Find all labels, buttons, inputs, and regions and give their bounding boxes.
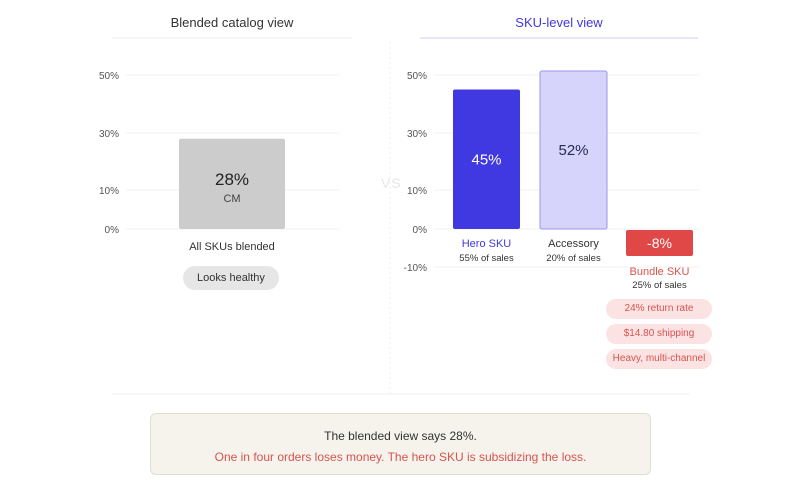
category-label: Bundle SKU [630,266,690,278]
left-panel-title: Blended catalog view [170,15,294,30]
y-tick-label: 0% [105,225,120,236]
y-tick-label: 10% [407,186,427,197]
y-tick-label: 0% [413,225,428,236]
category-label: Hero SKU [462,238,512,250]
bar-bundle-sku [626,230,693,256]
return-rate-badge: 24% return rate [606,299,712,319]
bar-hero-sku [453,89,520,229]
shipping-badge: $14.80 shipping [606,324,712,344]
y-tick-label: 50% [407,71,427,82]
bar-value-label: 28% [215,170,249,189]
sales-share-label: 20% of sales [546,253,601,264]
category-label: Accessory [548,238,599,250]
takeaway-note: The blended view says 28%. One in four o… [150,413,651,475]
bar-accessory [539,70,608,230]
vs-label: VS [381,175,402,191]
note-line-2: One in four orders loses money. The hero… [214,450,587,464]
bar-all-skus [179,138,285,229]
right-chart: 50% 30% 10% 0% -10% 45% Hero SKU 55% of sales 52… [404,70,700,291]
bar-value-label: -8% [647,235,672,251]
y-tick-label: 50% [99,71,119,82]
heavy-multichannel-badge: Heavy, multi-channel [606,349,712,369]
y-tick-label: 30% [99,129,119,140]
sales-share-label: 25% of sales [632,280,687,291]
looks-healthy-badge: Looks healthy [183,266,279,290]
right-panel-title: SKU-level view [515,15,603,30]
y-tick-label: 10% [99,186,119,197]
y-tick-label: 30% [407,129,427,140]
bar-value-label: 52% [558,142,588,159]
left-chart: 50% 30% 10% 0% 28% CM All SKUs blended [99,71,340,253]
y-tick-label: -10% [404,263,427,274]
bar-sublabel: CM [223,193,240,205]
sales-share-label: 55% of sales [459,253,514,264]
bar-value-label: 45% [471,151,501,168]
chart-canvas: 50% 30% 10% 0% 28% CM All SKUs blended 50% 30% 1… [99,37,700,395]
note-line-1: The blended view says 28%. [324,429,477,443]
category-label: All SKUs blended [189,241,275,253]
